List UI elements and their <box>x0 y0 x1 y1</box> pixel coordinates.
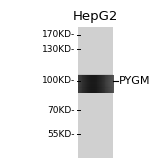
Bar <box>79 75 80 93</box>
Bar <box>83 75 84 93</box>
Bar <box>95 75 96 93</box>
Bar <box>104 75 105 93</box>
Bar <box>78 90 112 91</box>
Bar <box>78 80 112 81</box>
Bar <box>78 77 112 79</box>
Bar <box>88 75 89 93</box>
Bar <box>78 87 112 89</box>
Bar <box>112 75 113 93</box>
Bar <box>86 75 87 93</box>
Bar <box>109 75 110 93</box>
Bar <box>96 75 97 93</box>
Bar <box>78 76 112 77</box>
Bar <box>101 75 102 93</box>
Bar <box>80 75 81 93</box>
Bar <box>78 75 79 93</box>
Bar <box>102 75 103 93</box>
Bar <box>93 75 94 93</box>
Bar <box>78 27 112 158</box>
Bar <box>97 75 98 93</box>
Text: 55KD-: 55KD- <box>48 130 75 139</box>
Text: 170KD-: 170KD- <box>42 30 75 39</box>
Bar <box>94 75 95 93</box>
Bar <box>78 86 112 88</box>
Text: HepG2: HepG2 <box>73 10 118 23</box>
Text: 70KD-: 70KD- <box>48 106 75 115</box>
Bar <box>78 81 112 82</box>
Text: 130KD-: 130KD- <box>42 45 75 54</box>
Text: 100KD-: 100KD- <box>42 76 75 85</box>
Bar <box>112 75 114 93</box>
Bar <box>78 84 112 85</box>
Bar <box>78 85 112 86</box>
Bar <box>78 75 112 76</box>
Bar <box>78 74 112 75</box>
Bar <box>98 75 99 93</box>
Bar <box>107 75 108 93</box>
Bar <box>105 75 106 93</box>
Bar <box>82 75 83 93</box>
Bar <box>110 75 111 93</box>
Bar <box>100 75 101 93</box>
Bar <box>90 75 91 93</box>
Bar <box>81 75 82 93</box>
Bar <box>85 75 86 93</box>
Bar <box>105 75 106 93</box>
Bar <box>92 75 93 93</box>
Bar <box>99 75 100 93</box>
Bar <box>82 75 83 93</box>
Bar <box>103 75 104 93</box>
Bar <box>78 91 112 93</box>
Bar <box>78 82 112 84</box>
Bar <box>106 75 107 93</box>
Bar <box>111 75 112 93</box>
Bar <box>87 75 88 93</box>
Bar <box>91 75 92 93</box>
Bar <box>78 79 112 80</box>
Bar <box>89 75 90 93</box>
Bar <box>84 75 85 93</box>
Bar <box>78 89 112 90</box>
Text: PYGM: PYGM <box>118 76 150 85</box>
Bar <box>108 75 109 93</box>
